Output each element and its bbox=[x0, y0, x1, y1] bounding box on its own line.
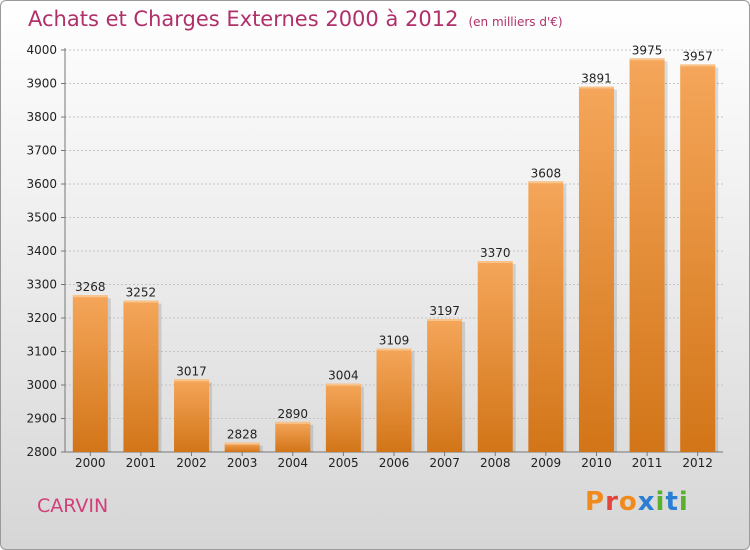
bar-highlight bbox=[427, 319, 463, 322]
bar-highlight bbox=[275, 421, 311, 424]
city-name: CARVIN bbox=[37, 495, 109, 517]
bar-highlight bbox=[376, 348, 412, 351]
bar bbox=[224, 442, 260, 452]
y-tick-label: 3200 bbox=[26, 311, 57, 325]
bar bbox=[275, 421, 311, 452]
x-tick-label: 2001 bbox=[126, 456, 157, 470]
bar bbox=[427, 319, 463, 452]
x-tick-label: 2003 bbox=[227, 456, 258, 470]
logo-letter: P bbox=[585, 487, 606, 517]
x-tick-label: 2009 bbox=[531, 456, 562, 470]
logo-letter: x bbox=[637, 487, 656, 517]
bar bbox=[72, 295, 108, 452]
chart-title-main: Achats et Charges Externes 2000 à 2012 bbox=[28, 7, 459, 31]
y-tick-label: 3700 bbox=[26, 144, 57, 158]
x-tick-label: 2012 bbox=[682, 456, 713, 470]
logo-letter: i bbox=[678, 487, 689, 517]
bar bbox=[376, 348, 412, 452]
bar-highlight bbox=[629, 58, 665, 61]
y-tick-label: 4000 bbox=[26, 43, 57, 57]
bar-value-label: 3252 bbox=[126, 286, 157, 300]
y-tick-label: 3400 bbox=[26, 244, 57, 258]
bar-highlight bbox=[680, 64, 716, 67]
y-tick-label: 3800 bbox=[26, 110, 57, 124]
logo-letter: i bbox=[655, 487, 666, 517]
y-tick-label: 3500 bbox=[26, 211, 57, 225]
chart-title: Achats et Charges Externes 2000 à 2012 (e… bbox=[28, 7, 563, 31]
x-tick-label: 2010 bbox=[581, 456, 612, 470]
bar-highlight bbox=[477, 261, 513, 264]
bar-value-label: 2890 bbox=[277, 407, 308, 421]
bar-value-label: 3004 bbox=[328, 369, 359, 383]
logo-letter: t bbox=[665, 487, 679, 517]
x-tick-label: 2002 bbox=[176, 456, 207, 470]
y-tick-label: 3000 bbox=[26, 378, 57, 392]
y-tick-label: 3600 bbox=[26, 177, 57, 191]
y-tick-label: 2900 bbox=[26, 412, 57, 426]
bar bbox=[325, 383, 361, 452]
bar-highlight bbox=[578, 86, 614, 89]
y-tick-label: 2800 bbox=[26, 445, 57, 459]
x-tick-label: 2004 bbox=[277, 456, 308, 470]
bar-highlight bbox=[325, 383, 361, 386]
chart-title-unit: (en milliers d'€) bbox=[468, 15, 563, 29]
y-tick-label: 3100 bbox=[26, 345, 57, 359]
x-tick-label: 2007 bbox=[429, 456, 460, 470]
bar-value-label: 3370 bbox=[480, 246, 511, 260]
logo-letter: r bbox=[605, 487, 619, 517]
logo-letter: o bbox=[618, 487, 638, 517]
bar bbox=[174, 379, 210, 452]
bar-value-label: 3017 bbox=[176, 364, 207, 378]
bar-value-label: 3608 bbox=[531, 166, 562, 180]
x-tick-label: 2008 bbox=[480, 456, 511, 470]
bar-highlight bbox=[528, 181, 564, 184]
bar-value-label: 3975 bbox=[632, 43, 663, 57]
x-tick-label: 2005 bbox=[328, 456, 359, 470]
bar-value-label: 3197 bbox=[429, 304, 460, 318]
y-tick-label: 3300 bbox=[26, 278, 57, 292]
bar-value-label: 2828 bbox=[227, 428, 258, 442]
x-tick-label: 2011 bbox=[632, 456, 663, 470]
bar-highlight bbox=[123, 300, 159, 303]
x-tick-label: 2006 bbox=[379, 456, 410, 470]
bar-value-label: 3109 bbox=[379, 333, 410, 347]
bar-highlight bbox=[72, 295, 108, 298]
y-tick-label: 3900 bbox=[26, 77, 57, 91]
bar bbox=[578, 86, 614, 452]
bar bbox=[477, 261, 513, 452]
bar-highlight bbox=[174, 379, 210, 382]
bar bbox=[123, 300, 159, 452]
bar-value-label: 3891 bbox=[581, 72, 612, 86]
x-tick-label: 2000 bbox=[75, 456, 106, 470]
bar bbox=[680, 64, 716, 452]
bar-highlight bbox=[224, 442, 260, 445]
bar bbox=[528, 181, 564, 452]
bar-value-label: 3957 bbox=[682, 49, 713, 63]
proxiti-logo: Proxiti bbox=[585, 487, 689, 517]
bar bbox=[629, 58, 665, 452]
bar-value-label: 3268 bbox=[75, 280, 106, 294]
